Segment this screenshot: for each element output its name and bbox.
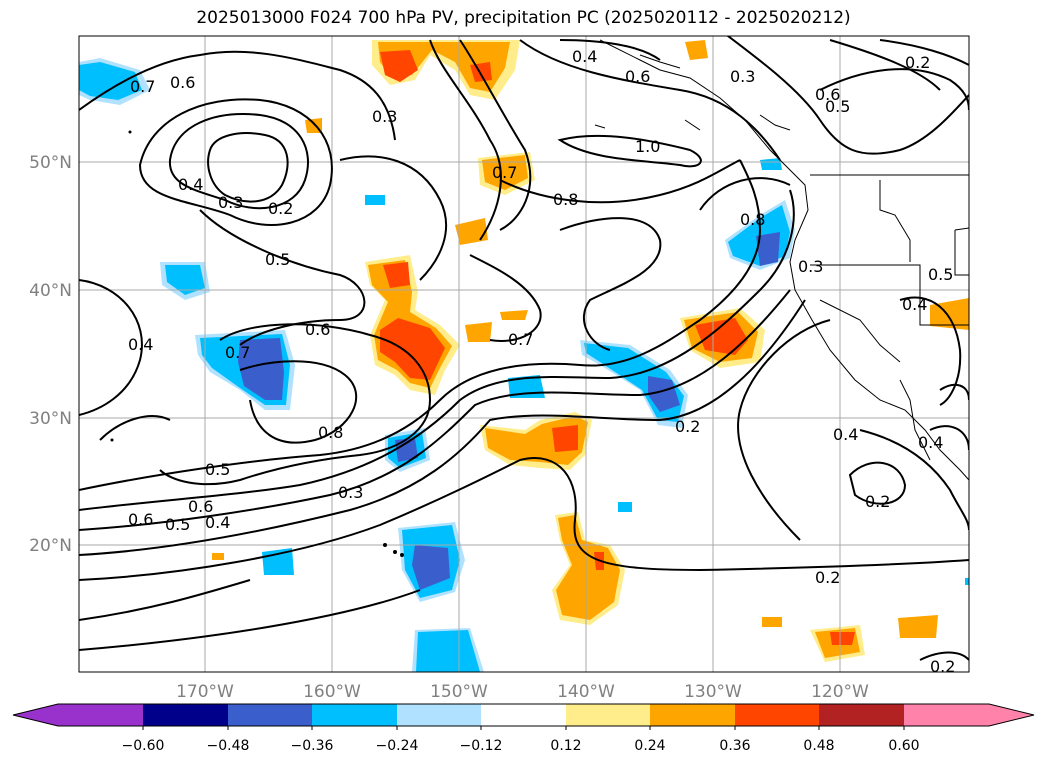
colorbar-tick: −0.24 xyxy=(376,738,419,754)
lat-label-20n: 20°N xyxy=(29,536,72,556)
contour-label: 0.2 xyxy=(268,199,293,218)
contour-label: 0.4 xyxy=(205,513,230,532)
graticule xyxy=(79,36,969,672)
contour-label: 0.4 xyxy=(128,335,153,354)
contour-label: 0.6 xyxy=(128,510,153,529)
lon-label-170w: 170°W xyxy=(176,682,234,702)
contour-label: 0.4 xyxy=(902,295,927,314)
lon-label-120w: 120°W xyxy=(811,682,869,702)
map-title: 2025013000 F024 700 hPa PV, precipitatio… xyxy=(196,8,851,28)
contour-label: 0.5 xyxy=(825,97,850,116)
map-frame xyxy=(78,35,970,673)
contour-label: 0.4 xyxy=(572,47,597,66)
contour-label: 0.2 xyxy=(815,568,840,587)
contour-label: 0.7 xyxy=(130,77,155,96)
colorbar-swatch xyxy=(13,704,143,726)
contour-label: 0.5 xyxy=(265,250,290,269)
contour-label: 0.5 xyxy=(205,460,230,479)
contour-label: 0.6 xyxy=(815,85,840,104)
lon-label-130w: 130°W xyxy=(684,682,742,702)
contour-label: 0.2 xyxy=(865,492,890,511)
contour-label: 0.3 xyxy=(798,257,823,276)
colorbar-tick: 0.60 xyxy=(888,738,919,754)
colorbar-swatch xyxy=(143,704,228,726)
pv-contours xyxy=(79,36,969,661)
contour-label: 0.4 xyxy=(833,425,858,444)
colorbar-swatch xyxy=(228,704,313,726)
contour-label: 0.8 xyxy=(553,190,578,209)
precip-shading xyxy=(79,40,969,672)
contour-label: 0.8 xyxy=(318,423,343,442)
lon-labels: 170°W 160°W 150°W 140°W 130°W 120°W xyxy=(176,682,869,702)
islands xyxy=(110,130,404,557)
colorbar-tick: −0.60 xyxy=(122,738,165,754)
colorbar-tick: 0.36 xyxy=(719,738,750,754)
contour-label: 0.6 xyxy=(305,320,330,339)
contour-label: 0.7 xyxy=(225,343,250,362)
contour-label: 0.8 xyxy=(740,210,765,229)
colorbar-swatch xyxy=(312,704,397,726)
colorbar-swatch xyxy=(904,704,1034,726)
contour-label: 0.6 xyxy=(625,67,650,86)
contour-label: 0.3 xyxy=(218,193,243,212)
colorbar-swatch xyxy=(650,704,735,726)
lon-label-140w: 140°W xyxy=(557,682,615,702)
contour-label: 0.3 xyxy=(338,483,363,502)
contour-label: 0.7 xyxy=(492,163,517,182)
contour-labels: 0.7 0.6 0.4 0.3 0.2 0.5 0.6 0.7 0.8 0.4 … xyxy=(128,47,955,676)
colorbar-tick: −0.12 xyxy=(460,738,503,754)
colorbar: −0.60 −0.48 −0.36 −0.24 −0.12 0.12 0.24 … xyxy=(12,703,1035,754)
colorbar-tick: 0.24 xyxy=(634,738,665,754)
lat-label-30n: 30°N xyxy=(29,409,72,429)
contour-label: 0.5 xyxy=(165,515,190,534)
colorbar-tick: 0.48 xyxy=(803,738,834,754)
lat-label-50n: 50°N xyxy=(29,153,72,173)
contour-label: 0.3 xyxy=(372,107,397,126)
contour-label: 0.3 xyxy=(730,67,755,86)
colorbar-swatch xyxy=(481,704,566,726)
contour-label: 0.4 xyxy=(918,433,943,452)
contour-label: 0.6 xyxy=(188,497,213,516)
contour-label: 0.6 xyxy=(170,73,195,92)
contour-label: 0.2 xyxy=(905,53,930,72)
lon-label-150w: 150°W xyxy=(430,682,488,702)
colorbar-swatch xyxy=(735,704,820,726)
colorbar-swatch xyxy=(397,704,482,726)
coastlines xyxy=(594,39,969,481)
colorbar-swatch xyxy=(566,704,651,726)
colorbar-outline xyxy=(12,703,1035,727)
contour-label: 1.0 xyxy=(635,137,660,156)
lat-label-40n: 40°N xyxy=(29,281,72,301)
colorbar-tick: −0.48 xyxy=(207,738,250,754)
colorbar-tick: −0.36 xyxy=(291,738,334,754)
contour-label: 0.2 xyxy=(675,417,700,436)
contour-label: 0.4 xyxy=(178,175,203,194)
contour-label: 0.7 xyxy=(508,330,533,349)
contour-label: 0.5 xyxy=(928,265,953,284)
lat-labels: 50°N 40°N 30°N 20°N xyxy=(29,153,72,556)
plot-area: 0.7 0.6 0.4 0.3 0.2 0.5 0.6 0.7 0.8 0.4 … xyxy=(79,36,969,676)
lon-label-160w: 160°W xyxy=(303,682,361,702)
colorbar-tick: 0.12 xyxy=(550,738,581,754)
contour-label: 0.2 xyxy=(930,657,955,676)
colorbar-swatch xyxy=(819,704,904,726)
